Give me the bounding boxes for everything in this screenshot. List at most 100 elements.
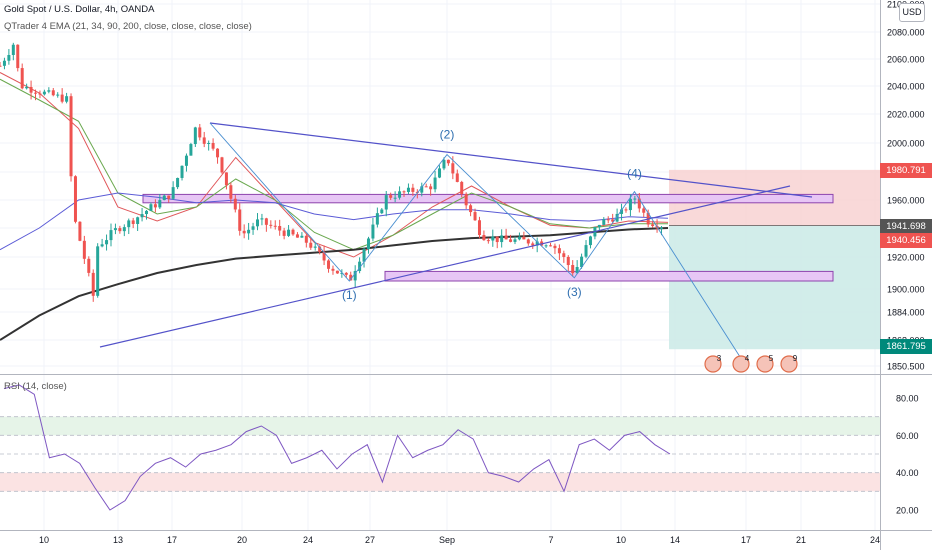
rsi-tick-label: 60.00 (896, 431, 919, 441)
chart-title: Gold Spot / U.S. Dollar, 4h, OANDA (4, 4, 155, 15)
candle-body (260, 218, 264, 220)
upper-trendline (209, 122, 813, 198)
rsi-tick-label: 40.00 (896, 468, 919, 478)
rsi-legend[interactable]: RSI (14, close) (4, 381, 67, 392)
price-tick-label: 2020.000 (887, 110, 925, 120)
candle-body (335, 270, 339, 274)
candle-body (495, 236, 499, 243)
candle-body (180, 165, 184, 178)
price-tick-label: 1900.000 (887, 285, 925, 295)
candle-body (304, 235, 308, 243)
candle-body (251, 226, 255, 230)
time-tick-label: 10 (616, 535, 626, 545)
time-tick-label: 17 (167, 535, 177, 545)
candle-body (340, 272, 344, 274)
candle-body (127, 220, 131, 228)
candle-body (264, 218, 268, 225)
candle-body (273, 225, 277, 227)
candle-body (207, 142, 211, 144)
rsi-tick-label: 80.00 (896, 394, 919, 404)
time-tick-label: 14 (670, 535, 680, 545)
candle-body (313, 246, 317, 248)
event-flag-icon (704, 355, 722, 373)
candle-body (615, 213, 619, 222)
candle-body (513, 239, 517, 242)
candle-body (660, 227, 663, 229)
price-tick-label: 1960.000 (887, 196, 925, 206)
candle-body (486, 240, 490, 242)
candle-body (153, 204, 157, 208)
candle-body (464, 193, 468, 206)
candle-body (500, 235, 504, 243)
candle-body (78, 221, 82, 241)
candle-body (446, 159, 450, 164)
candle-body (51, 90, 55, 96)
candle-body (509, 239, 513, 242)
event-flag-icon (756, 355, 774, 373)
candle-body (65, 96, 69, 102)
candle-body (238, 209, 242, 231)
candle-body (651, 224, 655, 227)
candle-body (100, 244, 104, 247)
event-flag-icon (732, 355, 750, 373)
currency-button[interactable]: USD (899, 3, 925, 22)
candle-body (2, 60, 6, 66)
wave-label: (1) (342, 288, 357, 302)
price-tick-label: 2080.000 (887, 28, 925, 38)
candle-body (91, 272, 95, 296)
event-count-label: 5 (769, 354, 774, 363)
candle-body (353, 271, 357, 281)
price-tick-label: 2040.000 (887, 82, 925, 92)
indicator-legend[interactable]: QTrader 4 EMA (21, 34, 90, 200, close, c… (4, 21, 252, 32)
candle-body (282, 230, 286, 236)
candle-body (322, 251, 326, 261)
candle-body (469, 205, 473, 213)
candle-body (588, 236, 592, 246)
candle-body (380, 209, 384, 214)
candle-body (429, 186, 433, 190)
wave-label: (4) (627, 167, 642, 181)
candle-body (602, 219, 606, 225)
candle-body (526, 239, 530, 244)
candle-body (73, 176, 77, 222)
time-tick-label: 7 (548, 535, 553, 545)
candle-body (473, 212, 477, 221)
event-count-label: 9 (793, 354, 798, 363)
wave-label: (2) (440, 128, 455, 142)
candle-body (233, 198, 237, 210)
candle-body (224, 172, 228, 186)
candle-body (477, 220, 481, 236)
candle-body (491, 236, 495, 241)
candle-body (451, 163, 455, 174)
time-tick-label: 13 (113, 535, 123, 545)
candle-body (278, 226, 282, 231)
lower-trendline (99, 185, 791, 348)
candle-body (82, 240, 86, 259)
candle-body (291, 229, 295, 235)
candle-body (56, 94, 60, 96)
target-price-badge: 1861.795 (880, 339, 932, 354)
candle-body (522, 236, 526, 240)
candle-body (389, 195, 393, 198)
candle-body (411, 187, 415, 192)
candle-body (145, 210, 149, 215)
ema-line (0, 78, 668, 251)
candle-body (269, 224, 273, 226)
time-tick-label: 20 (237, 535, 247, 545)
event-count-label: 4 (745, 354, 750, 363)
candle-body (620, 209, 624, 214)
candle-body (11, 44, 15, 55)
candle-body (571, 265, 575, 274)
candle-body (287, 229, 291, 236)
candle-body (220, 157, 224, 173)
candle-body (611, 219, 615, 222)
candle-body (176, 177, 180, 188)
candle-body (162, 195, 166, 201)
candle-body (131, 220, 135, 224)
candle-body (136, 217, 140, 224)
last-price-badge: 1941.698 (880, 219, 932, 234)
candle-body (211, 142, 215, 149)
candle-body (309, 242, 313, 248)
